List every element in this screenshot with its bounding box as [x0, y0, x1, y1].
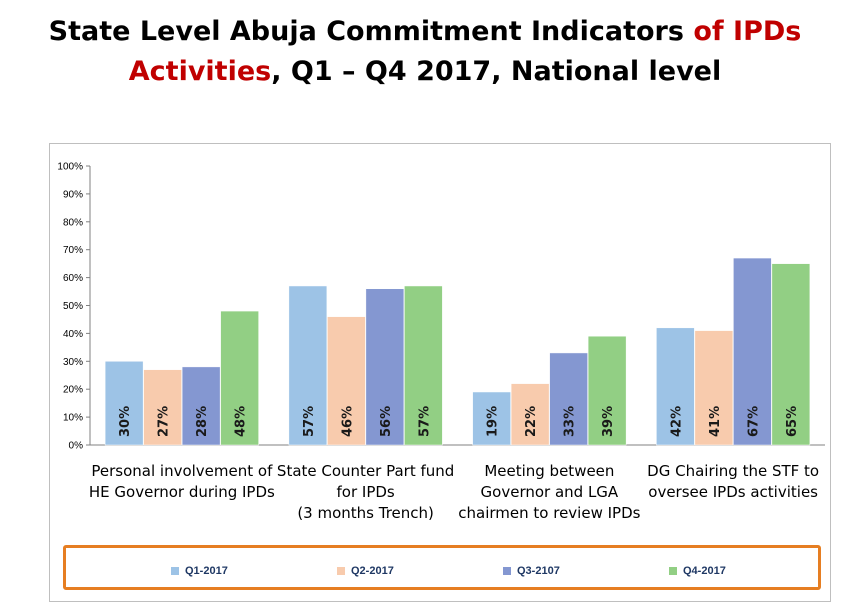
- legend-swatch: [337, 567, 345, 575]
- y-tick-label: 100%: [57, 162, 83, 173]
- title-part-1: State Level Abuja Commitment Indicators: [48, 16, 694, 47]
- bar-q4-2017: [587, 335, 627, 446]
- data-label: 33%: [563, 406, 578, 437]
- data-label: 42%: [669, 406, 684, 437]
- legend-label: Q1-2017: [185, 565, 228, 577]
- y-tick-label: 40%: [63, 329, 83, 340]
- y-tick-label: 50%: [63, 301, 83, 312]
- bar-q2-2017: [694, 330, 734, 446]
- legend-item-q2-2017: Q2-2017: [337, 565, 394, 577]
- data-label: 65%: [785, 406, 800, 437]
- legend-item-q1-2017: Q1-2017: [171, 565, 228, 577]
- data-label: 57%: [417, 406, 432, 437]
- y-tick-label: 30%: [63, 357, 83, 368]
- bar-q1-2017: [472, 391, 511, 446]
- bar-q1-2017: [656, 327, 695, 446]
- category-label: HE Governor during IPDs: [89, 483, 275, 501]
- y-tick-label: 80%: [63, 217, 83, 228]
- bar-q4-2017: [404, 285, 443, 446]
- bar-q3-2107: [181, 366, 221, 446]
- legend-label: Q4-2017: [683, 565, 726, 577]
- category-label: State Counter Part fund: [277, 462, 454, 480]
- category-label: (3 months Trench): [297, 504, 434, 522]
- data-label: 22%: [524, 406, 539, 437]
- y-tick-label: 0%: [69, 441, 84, 452]
- category-label: DG Chairing the STF to: [647, 462, 819, 480]
- legend-label: Q2-2017: [351, 565, 394, 577]
- category-label: Governor and LGA: [481, 483, 619, 501]
- y-tick-label: 90%: [63, 189, 83, 200]
- data-label: 30%: [118, 406, 133, 437]
- category-label: chairmen to review IPDs: [458, 504, 640, 522]
- y-tick-label: 70%: [63, 245, 83, 256]
- data-label: 67%: [746, 406, 761, 437]
- chart-title: State Level Abuja Commitment Indicators …: [0, 12, 850, 92]
- bar-q2-2017: [143, 369, 182, 446]
- bar-q3-2107: [549, 352, 588, 446]
- data-label: 28%: [195, 406, 210, 437]
- title-part-3: Activities: [128, 56, 272, 87]
- category-label: Meeting between: [484, 462, 614, 480]
- bar-q3-2107: [365, 288, 405, 446]
- bar-q3-2107: [733, 257, 772, 446]
- bar-q4-2017: [220, 310, 259, 446]
- data-label: 57%: [302, 406, 317, 437]
- category-label: Personal involvement of: [91, 462, 273, 480]
- legend-swatch: [503, 567, 511, 575]
- bar-q2-2017: [327, 316, 366, 446]
- legend-item-q3-2107: Q3-2107: [503, 565, 560, 577]
- bar-q1-2017: [104, 361, 144, 446]
- legend: Q1-2017 Q2-2017 Q3-2107 Q4-2017: [63, 545, 821, 590]
- category-label: for IPDs: [337, 483, 395, 501]
- data-label: 48%: [234, 406, 249, 437]
- bar-q1-2017: [288, 285, 328, 446]
- legend-label: Q3-2107: [517, 565, 560, 577]
- data-label: 39%: [601, 406, 616, 437]
- data-label: 19%: [486, 406, 501, 437]
- bar-q4-2017: [771, 263, 811, 446]
- y-tick-label: 20%: [63, 385, 83, 396]
- y-tick-label: 10%: [63, 413, 83, 424]
- data-label: 41%: [708, 406, 723, 437]
- legend-swatch: [669, 567, 677, 575]
- y-tick-label: 60%: [63, 273, 83, 284]
- category-label: oversee IPDs activities: [648, 483, 818, 501]
- data-label: 56%: [379, 406, 394, 437]
- data-label: 27%: [157, 406, 172, 437]
- data-label: 46%: [340, 406, 355, 437]
- legend-swatch: [171, 567, 179, 575]
- title-part-4: , Q1 – Q4 2017, National level: [271, 56, 722, 87]
- legend-item-q4-2017: Q4-2017: [669, 565, 726, 577]
- bar-q2-2017: [510, 383, 550, 446]
- title-part-2: of IPDs: [693, 16, 802, 47]
